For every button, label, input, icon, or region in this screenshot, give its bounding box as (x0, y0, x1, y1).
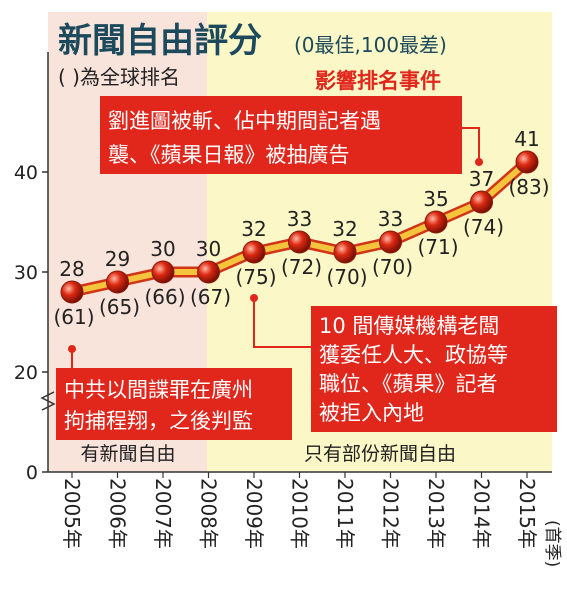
x-tick-label: 2007年 (151, 478, 175, 549)
x-tick-label: 2011年 (333, 478, 357, 549)
axis-break (40, 391, 56, 411)
chart-title: 新聞自由評分 (58, 21, 262, 61)
rank-label: (70) (372, 255, 413, 279)
rank-label: (66) (144, 285, 185, 309)
data-point (106, 270, 129, 294)
rank-label: (83) (508, 175, 549, 199)
chart-title-note: (0最佳,100最差) (294, 33, 447, 57)
value-label: 35 (423, 187, 448, 211)
callout-2005-text: 拘捕程翔，之後判監 (64, 409, 253, 433)
data-point (288, 230, 311, 254)
data-point (424, 210, 448, 234)
value-label: 29 (105, 247, 130, 271)
data-point (242, 240, 266, 264)
rank-label: (67) (190, 285, 231, 309)
chart-subtitle: ( )為全球排名 (58, 65, 180, 89)
value-label: 37 (469, 167, 494, 191)
value-label: 32 (241, 217, 266, 241)
rank-label: (70) (326, 265, 367, 289)
x-tick-label: 2010年 (288, 478, 312, 549)
callout-2005 (56, 368, 292, 440)
leader-2009 (253, 298, 311, 348)
callout-2014-text: 劉進圖被斬、佔中期間記者遇 (108, 109, 381, 133)
leader-dot-2014 (475, 158, 483, 166)
callout-2009 (311, 306, 557, 432)
callout-2009-text: 被拒入內地 (319, 401, 424, 425)
value-label: 30 (196, 237, 221, 261)
x-tick-label: 2015年 (515, 478, 539, 549)
callout-2005-text: 中共以間諜罪在廣州 (64, 378, 253, 402)
data-point (333, 240, 357, 264)
rank-label: (72) (281, 255, 322, 279)
value-label: 41 (514, 127, 539, 151)
x-tick-label: 2014年 (470, 478, 494, 549)
x-tick-label: 2006年 (106, 478, 130, 549)
y-tick-label: 30 (14, 262, 38, 284)
value-label: 32 (332, 217, 357, 241)
region-label-partly-free: 只有部份新聞自由 (304, 443, 456, 465)
data-point (151, 260, 175, 284)
callout-2009-text: 職位、《蘋果》記者 (319, 372, 498, 396)
x-tick-label: 2012年 (379, 478, 403, 549)
rank-label: (74) (463, 215, 504, 239)
callout-2009-text: 10 間傳媒機構老闆 (319, 314, 499, 338)
rank-label: (61) (53, 305, 94, 329)
data-point (515, 150, 539, 174)
data-point (60, 280, 84, 304)
region-label-free: 有新聞自由 (80, 443, 175, 465)
x-tick-label: 2013年 (424, 478, 448, 549)
value-label: 30 (150, 237, 175, 261)
x-tick-label: 2005年 (60, 478, 84, 549)
callout-2014 (100, 96, 462, 174)
callout-2014-text: 襲、《蘋果日報》被抽廣告 (108, 143, 350, 167)
leader-2014 (462, 127, 480, 162)
event-title: 影響排名事件 (315, 69, 441, 93)
leader-dot-2005 (68, 345, 76, 353)
callout-2009-text: 獲委任人大、政協等 (319, 343, 508, 367)
value-label: 28 (59, 257, 84, 281)
rank-label: (75) (235, 265, 276, 289)
value-label: 33 (287, 207, 312, 231)
x-tick-label: 2008年 (197, 478, 221, 549)
y-tick-label: 40 (14, 162, 38, 184)
y-tick-label: 0 (26, 462, 38, 484)
x-tick-label: 2009年 (242, 478, 266, 549)
rank-label: (65) (99, 295, 140, 319)
rank-label: (71) (417, 235, 458, 259)
data-point (470, 190, 493, 214)
data-point (197, 260, 220, 284)
x-note: (首季) (542, 520, 562, 567)
leader-dot-2009 (250, 294, 258, 302)
y-tick-label: 20 (14, 362, 38, 384)
value-label: 33 (378, 207, 403, 231)
data-point (379, 230, 402, 254)
